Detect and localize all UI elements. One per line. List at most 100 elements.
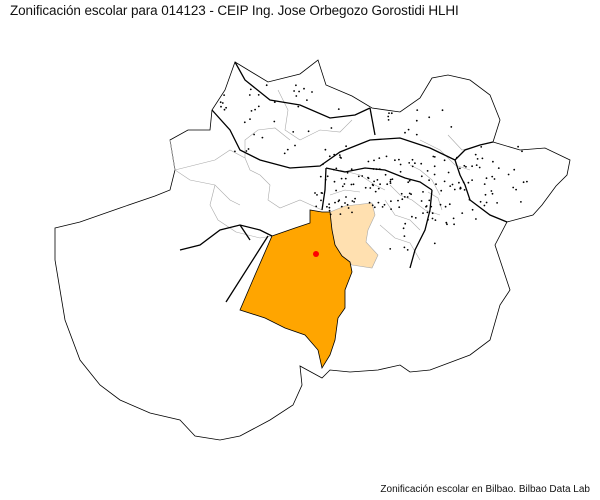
address-point xyxy=(254,108,256,111)
address-point xyxy=(515,188,517,191)
address-point xyxy=(465,165,467,168)
address-point xyxy=(344,177,347,180)
address-point xyxy=(340,205,343,208)
address-point xyxy=(387,119,390,121)
address-point xyxy=(247,148,250,150)
address-point xyxy=(414,162,416,165)
school-zone xyxy=(239,209,353,370)
address-point xyxy=(453,223,455,226)
address-point xyxy=(406,249,409,251)
address-point xyxy=(390,200,392,203)
address-point xyxy=(416,109,419,111)
address-point xyxy=(223,108,226,111)
address-point xyxy=(480,146,483,148)
address-point xyxy=(420,200,423,202)
address-point xyxy=(221,102,224,104)
school-marker xyxy=(313,251,319,257)
address-point xyxy=(490,190,493,192)
address-point xyxy=(338,154,341,157)
address-point xyxy=(422,212,424,215)
address-point xyxy=(479,200,482,203)
address-point xyxy=(333,180,336,183)
address-point xyxy=(428,179,430,182)
address-point xyxy=(459,186,462,189)
address-point xyxy=(507,173,510,176)
district-borders xyxy=(179,61,508,303)
address-point xyxy=(350,183,353,186)
address-point xyxy=(375,168,378,171)
address-point xyxy=(398,158,400,161)
address-point xyxy=(463,164,466,167)
address-point xyxy=(376,179,379,181)
address-point xyxy=(314,192,316,194)
address-point xyxy=(483,204,486,207)
address-point xyxy=(377,201,380,204)
address-point xyxy=(316,194,318,196)
address-point xyxy=(483,183,486,186)
address-point xyxy=(306,99,308,101)
address-point xyxy=(462,181,465,184)
address-point xyxy=(292,131,295,133)
address-point xyxy=(408,162,411,164)
address-point xyxy=(388,112,390,114)
address-point xyxy=(273,101,276,103)
address-point xyxy=(372,168,375,170)
address-point xyxy=(335,167,338,170)
address-point xyxy=(435,183,437,186)
address-point xyxy=(340,177,343,180)
address-point xyxy=(377,187,380,190)
address-point xyxy=(379,183,381,186)
address-point xyxy=(371,204,374,207)
address-point xyxy=(448,203,451,206)
address-point xyxy=(383,203,386,206)
address-point xyxy=(341,185,344,188)
address-point xyxy=(295,95,298,97)
address-point xyxy=(512,186,515,189)
address-point xyxy=(257,94,260,96)
address-point xyxy=(471,208,474,211)
address-point xyxy=(333,153,336,156)
address-point xyxy=(361,175,364,177)
address-point xyxy=(456,156,458,159)
address-point xyxy=(449,185,452,188)
address-point xyxy=(378,168,381,171)
address-point xyxy=(430,205,433,208)
address-point xyxy=(307,130,310,133)
address-point xyxy=(389,178,392,181)
address-point xyxy=(492,160,494,163)
address-point xyxy=(389,180,392,183)
address-point xyxy=(261,136,264,139)
address-point xyxy=(404,222,407,225)
address-point xyxy=(426,211,429,214)
address-point xyxy=(364,186,367,189)
address-point xyxy=(294,144,296,147)
address-point xyxy=(367,160,370,163)
address-point xyxy=(408,179,411,182)
address-point xyxy=(433,165,436,168)
address-point xyxy=(415,119,418,122)
address-point xyxy=(390,112,393,115)
address-point xyxy=(446,223,448,226)
address-point xyxy=(422,191,424,193)
address-point xyxy=(402,227,405,230)
address-point xyxy=(452,217,455,220)
address-point xyxy=(425,205,428,207)
address-point xyxy=(386,183,389,186)
address-point xyxy=(219,101,222,104)
address-point xyxy=(496,202,498,204)
address-point xyxy=(415,133,418,136)
map-caption: Zonificación escolar en Bilbao. Bilbao D… xyxy=(380,484,590,495)
address-point xyxy=(283,152,286,155)
address-point xyxy=(414,217,417,219)
address-point xyxy=(517,145,519,148)
address-point xyxy=(475,218,477,220)
address-point xyxy=(328,155,331,158)
address-point xyxy=(458,181,460,184)
address-point xyxy=(273,120,276,123)
address-point xyxy=(326,175,329,178)
address-point xyxy=(474,153,477,156)
address-point xyxy=(338,199,341,202)
address-point xyxy=(481,157,484,160)
address-point xyxy=(249,118,251,120)
address-point xyxy=(431,217,434,220)
